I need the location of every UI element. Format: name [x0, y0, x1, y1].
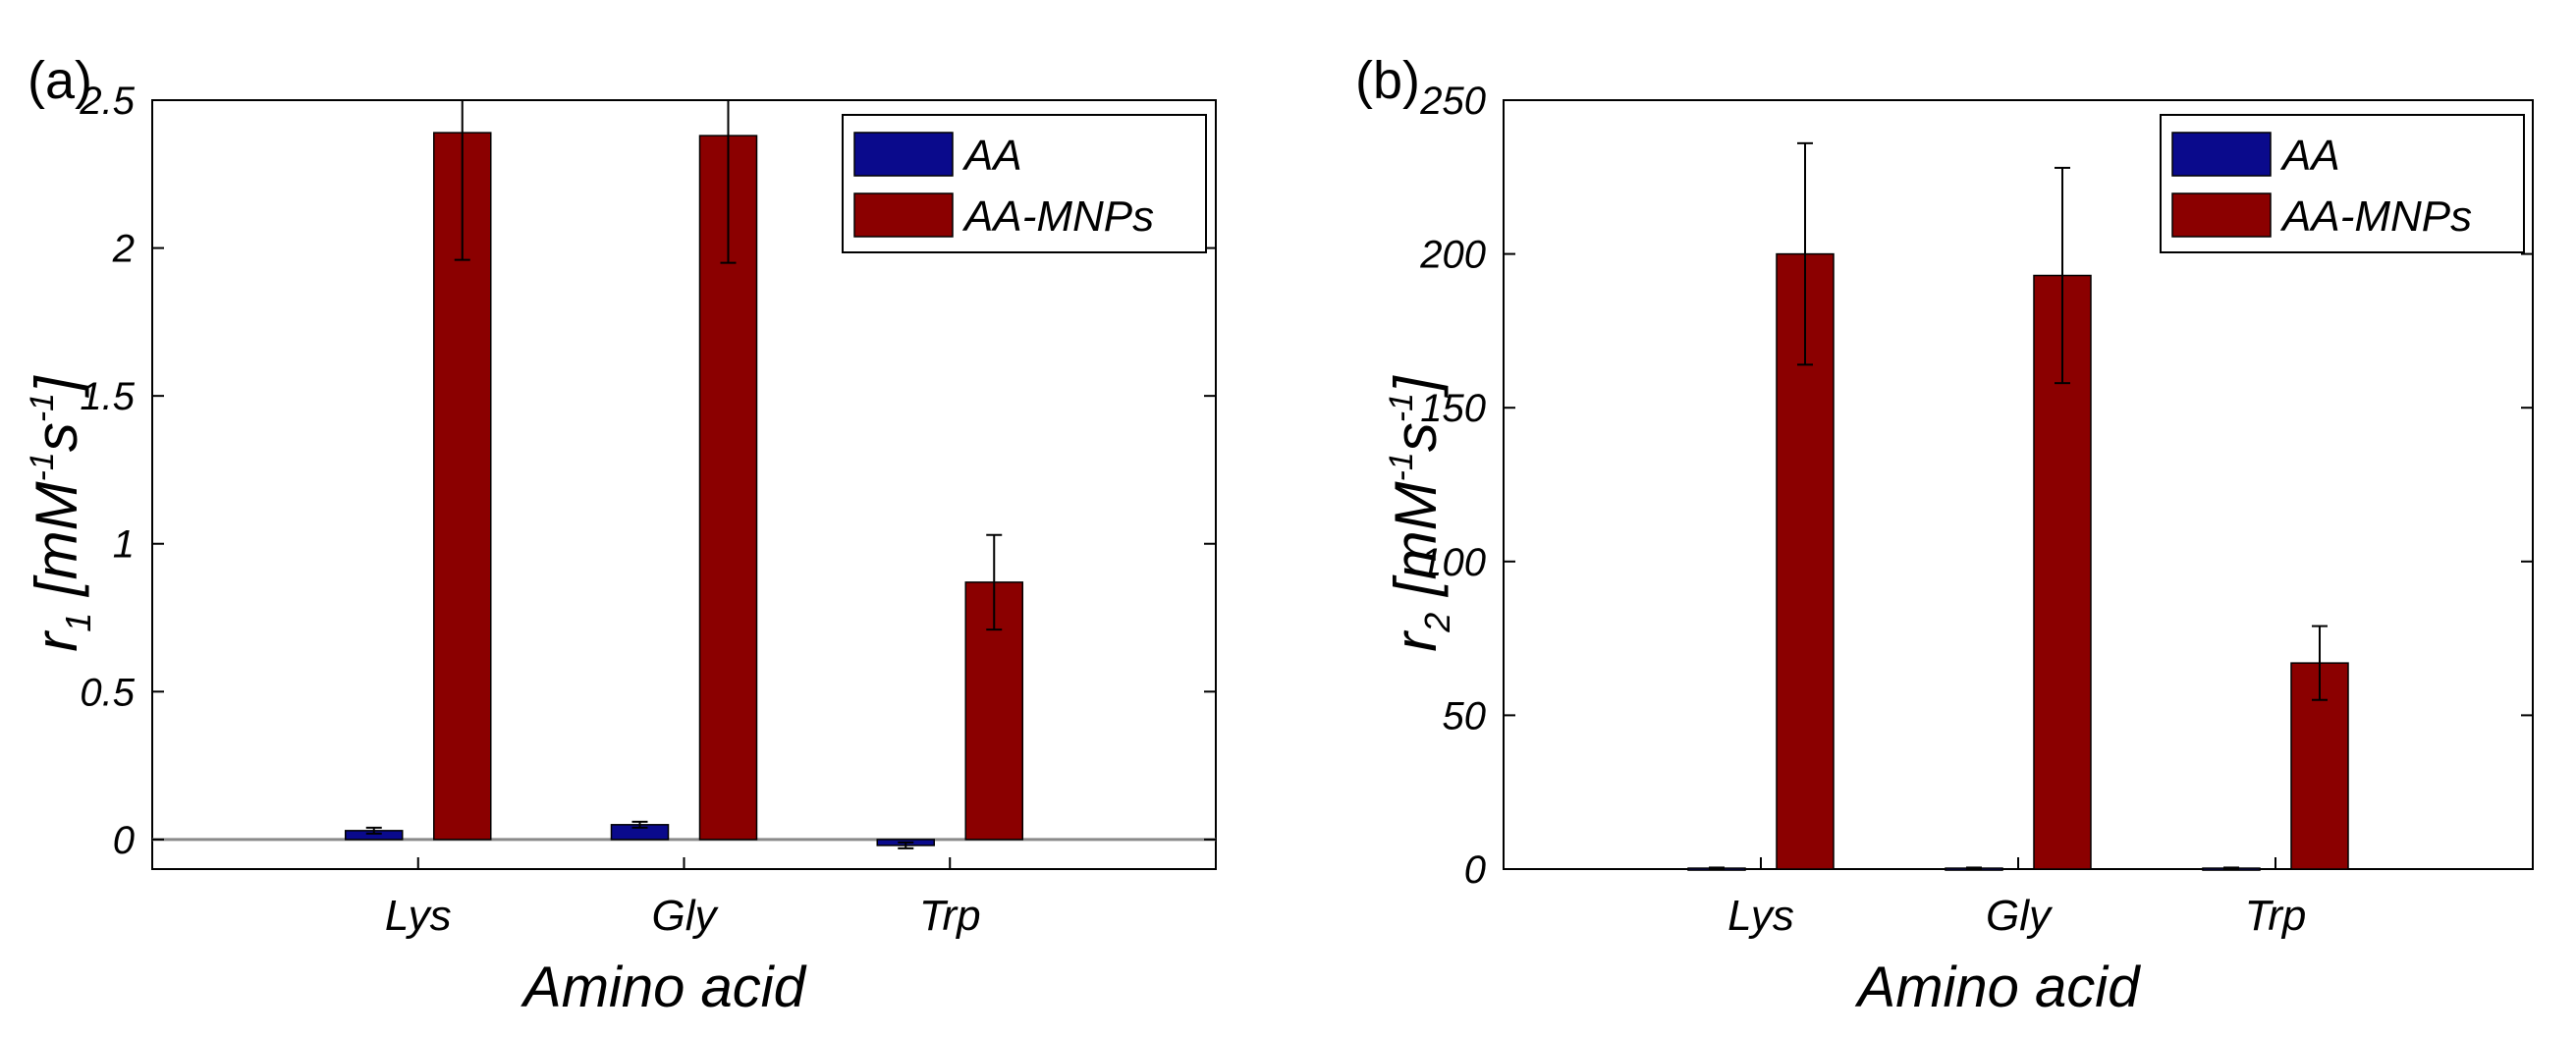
- y-label-sup: -1: [1383, 452, 1420, 481]
- y-label-sub: 2: [1417, 613, 1457, 633]
- y-tick-label: 0.5: [80, 671, 135, 714]
- y-label-sup: -1: [1383, 393, 1420, 422]
- y-axis-label: r1 [mM-1s-1]: [24, 375, 98, 652]
- legend: AA AA-MNPs: [842, 114, 1207, 253]
- y-label-text: [mM: [1383, 481, 1449, 612]
- y-label-text: s: [24, 422, 89, 452]
- x-tick-label-lys: Lys: [1727, 892, 1794, 940]
- x-tick-label-gly: Gly: [652, 892, 720, 940]
- legend-swatch-aa: [2171, 132, 2272, 177]
- y-tick-label: 0: [1464, 848, 1486, 892]
- y-tick-label: 2: [112, 228, 135, 271]
- panel-label: (a): [27, 51, 92, 110]
- y-tick-label: 1.5: [80, 375, 135, 418]
- panel-label: (b): [1355, 51, 1420, 110]
- legend-label-aa: AA: [2279, 132, 2340, 180]
- legend-label-aa: AA: [961, 132, 1022, 180]
- x-axis-label: Amino acid: [1855, 955, 2142, 1019]
- y-label-sub: 1: [58, 613, 98, 632]
- y-tick-label: 150: [1420, 387, 1486, 430]
- legend-label-aa-mnps: AA-MNPs: [961, 192, 1154, 241]
- y-label-text: [mM: [24, 481, 89, 612]
- y-tick-label: 100: [1420, 541, 1486, 584]
- legend-swatch-aa: [853, 132, 954, 177]
- y-label-base: r: [24, 630, 89, 652]
- y-tick-label: 2.5: [79, 80, 135, 123]
- x-tick-label-trp: Trp: [2245, 892, 2307, 940]
- panel-b: 0 50 100 150 200 250 Lys Gly Trp Amino acid r2 [mM…: [1355, 51, 2534, 1019]
- x-tick-label-lys: Lys: [385, 892, 452, 940]
- x-tick-label-trp: Trp: [919, 892, 981, 940]
- y-tick-label: 0: [113, 819, 135, 862]
- y-label-sup: -1: [24, 393, 61, 422]
- y-label-sup: -1: [24, 452, 61, 481]
- y-label-text: s: [1383, 422, 1449, 452]
- y-label-base: r: [1383, 630, 1449, 652]
- y-tick-label: 1: [113, 523, 135, 567]
- y-tick-label: 50: [1443, 694, 1487, 737]
- x-axis-label: Amino acid: [521, 955, 807, 1019]
- y-label-text: ]: [24, 375, 89, 398]
- x-tick-label-gly: Gly: [1986, 892, 2054, 940]
- y-tick-label: 250: [1419, 80, 1486, 123]
- y-label-text: ]: [1383, 375, 1449, 398]
- y-axis-label: r2 [mM-1s-1]: [1383, 375, 1457, 652]
- legend-label-aa-mnps: AA-MNPs: [2279, 192, 2472, 241]
- legend-swatch-aa-mnps: [2171, 192, 2272, 238]
- legend: AA AA-MNPs: [2160, 114, 2525, 253]
- legend-swatch-aa-mnps: [853, 192, 954, 238]
- y-tick-label: 200: [1419, 234, 1486, 277]
